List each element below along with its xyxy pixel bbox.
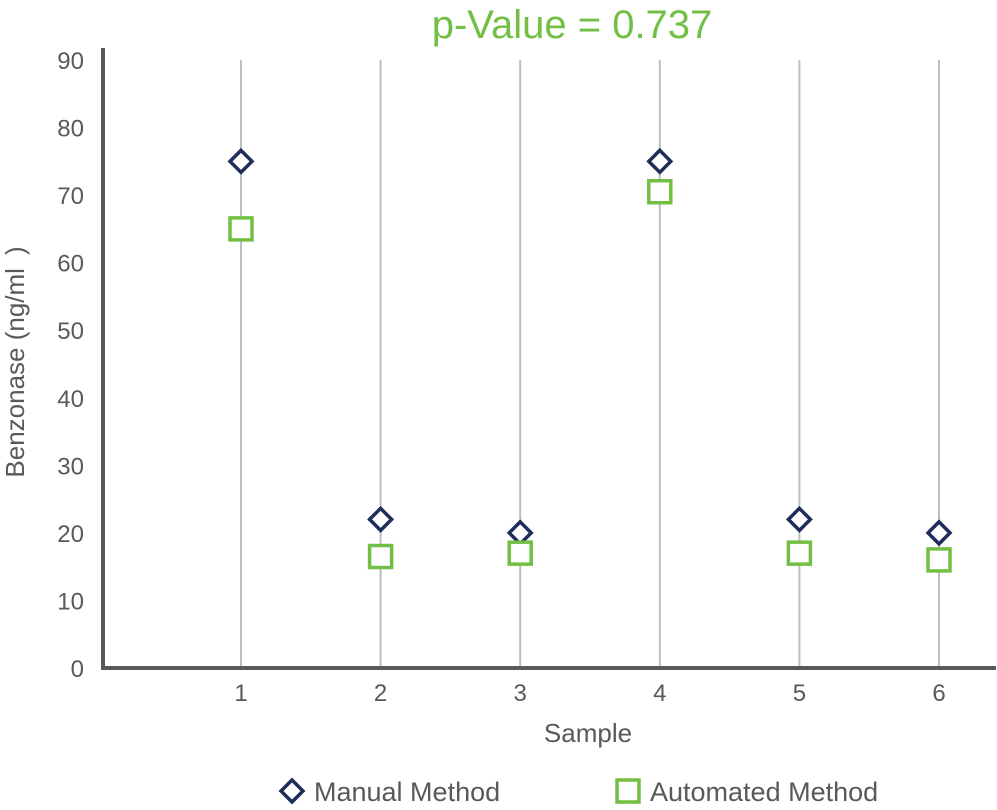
y-axis-ticks: 0 10 20 30 40 50 60 70 80 90 bbox=[57, 48, 84, 683]
gridlines bbox=[240, 60, 940, 668]
y-tick-label: 60 bbox=[57, 251, 84, 278]
y-tick-label: 30 bbox=[57, 453, 84, 480]
y-tick-label: 10 bbox=[57, 588, 84, 615]
series-diamond bbox=[227, 147, 953, 547]
x-tick-label: 6 bbox=[932, 680, 945, 707]
series-square bbox=[228, 178, 952, 573]
legend-label: Automated Method bbox=[650, 777, 878, 807]
diamond-point bbox=[785, 505, 813, 533]
square-point bbox=[228, 216, 254, 242]
y-tick-label: 20 bbox=[57, 521, 84, 548]
diamond-point bbox=[646, 147, 674, 175]
diamond-point bbox=[925, 519, 953, 547]
x-tick-label: 5 bbox=[793, 680, 806, 707]
y-tick-label: 70 bbox=[57, 183, 84, 210]
y-tick-label: 40 bbox=[57, 386, 84, 413]
data-points bbox=[227, 147, 953, 573]
square-point bbox=[786, 540, 813, 566]
diamond-point bbox=[367, 505, 395, 533]
legend-label: Manual Method bbox=[314, 777, 500, 807]
legend-diamond-icon bbox=[278, 777, 306, 805]
y-tick-label: 80 bbox=[57, 116, 84, 143]
x-axis-ticks: 1 2 3 4 5 6 bbox=[234, 680, 945, 707]
axes bbox=[101, 48, 996, 670]
diamond-point bbox=[227, 147, 255, 175]
legend-square-icon bbox=[615, 778, 641, 804]
legend: Manual Method Automated Method bbox=[278, 777, 878, 807]
square-point bbox=[647, 178, 673, 205]
legend-item: Manual Method bbox=[278, 777, 500, 807]
x-tick-label: 2 bbox=[374, 680, 387, 707]
legend-item: Automated Method bbox=[615, 777, 878, 807]
square-point bbox=[926, 547, 952, 573]
x-tick-label: 1 bbox=[234, 680, 247, 707]
chart-title: p-Value = 0.737 bbox=[432, 3, 713, 47]
y-tick-label: 50 bbox=[57, 318, 84, 345]
y-tick-label: 0 bbox=[71, 656, 84, 683]
x-tick-label: 3 bbox=[514, 680, 527, 707]
y-tick-label: 90 bbox=[57, 48, 84, 75]
y-axis-title: Benzonase (ng/ml ) bbox=[0, 246, 30, 477]
x-tick-label: 4 bbox=[653, 680, 666, 707]
x-axis-title: Sample bbox=[544, 718, 632, 748]
square-point bbox=[367, 543, 394, 570]
square-point bbox=[507, 540, 533, 566]
